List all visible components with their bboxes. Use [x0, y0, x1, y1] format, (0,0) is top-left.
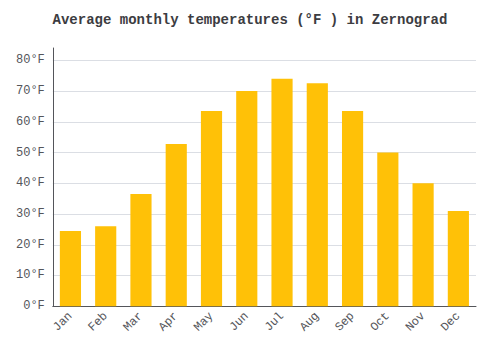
- svg-text:Mar: Mar: [121, 309, 146, 334]
- svg-text:Oct: Oct: [368, 309, 393, 334]
- svg-text:30°F: 30°F: [16, 207, 45, 221]
- svg-text:Average monthly temperatures (: Average monthly temperatures (°F ) in Ze…: [53, 12, 448, 28]
- svg-text:40°F: 40°F: [16, 176, 45, 190]
- svg-text:Jun: Jun: [227, 309, 252, 334]
- svg-text:70°F: 70°F: [16, 84, 45, 98]
- svg-text:Aug: Aug: [297, 309, 322, 334]
- svg-text:May: May: [191, 309, 216, 334]
- svg-text:20°F: 20°F: [16, 238, 45, 252]
- svg-text:0°F: 0°F: [23, 299, 45, 313]
- svg-text:50°F: 50°F: [16, 146, 45, 160]
- svg-text:Feb: Feb: [85, 309, 110, 334]
- svg-text:Sep: Sep: [332, 309, 357, 334]
- svg-text:Dec: Dec: [438, 309, 463, 334]
- svg-text:Apr: Apr: [156, 309, 181, 334]
- svg-text:10°F: 10°F: [16, 268, 45, 282]
- svg-text:60°F: 60°F: [16, 115, 45, 129]
- svg-text:Jan: Jan: [50, 309, 75, 334]
- svg-text:Nov: Nov: [403, 309, 428, 334]
- svg-text:80°F: 80°F: [16, 53, 45, 67]
- svg-text:Jul: Jul: [262, 309, 287, 334]
